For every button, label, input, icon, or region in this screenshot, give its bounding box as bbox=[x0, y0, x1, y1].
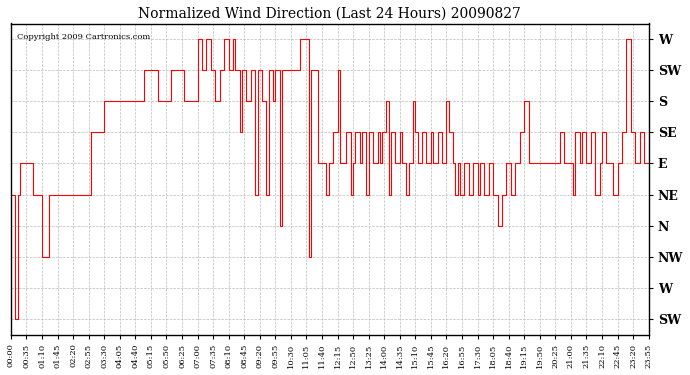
Title: Normalized Wind Direction (Last 24 Hours) 20090827: Normalized Wind Direction (Last 24 Hours… bbox=[139, 7, 521, 21]
Text: Copyright 2009 Cartronics.com: Copyright 2009 Cartronics.com bbox=[17, 33, 150, 41]
